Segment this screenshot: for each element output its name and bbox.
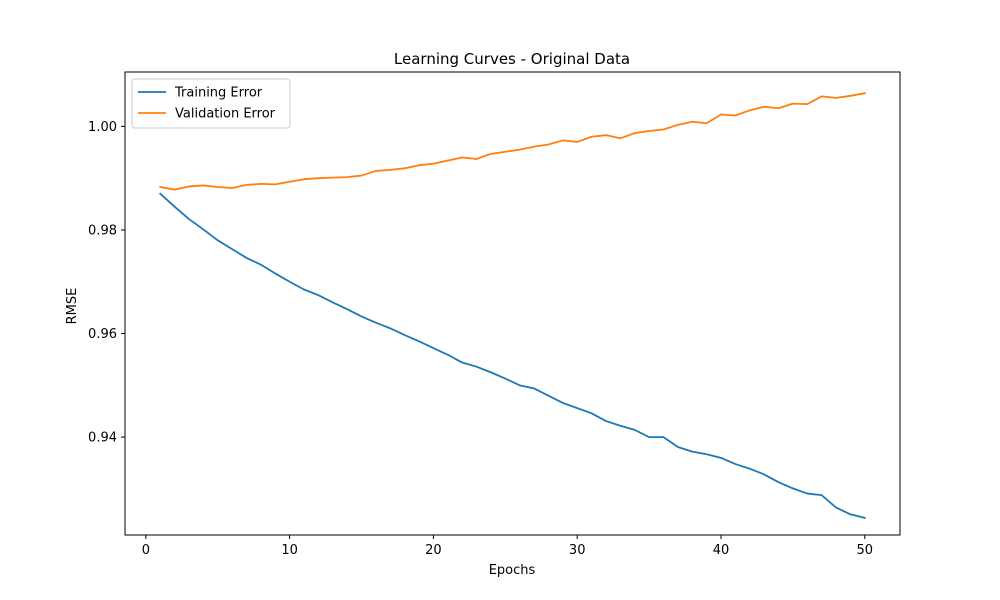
x-tick-label: 40 — [713, 543, 730, 558]
chart-title: Learning Curves - Original Data — [394, 50, 630, 68]
plot-area — [124, 71, 901, 536]
x-tick-label: 10 — [281, 543, 298, 558]
y-tick-label: 0.94 — [88, 431, 117, 446]
y-tick-label: 1.00 — [88, 120, 117, 135]
x-tick-label: 0 — [142, 543, 150, 558]
x-tick-label: 30 — [569, 543, 586, 558]
x-tick-label: 50 — [856, 543, 873, 558]
legend-label: Validation Error — [175, 107, 276, 122]
series-line-validation-error — [159, 92, 866, 191]
y-axis: 0.94 0.96 0.98 1.00 — [88, 120, 125, 446]
series-line-training-error — [158, 192, 866, 520]
legend-box — [131, 78, 291, 129]
y-tick-label: 0.98 — [88, 223, 117, 238]
x-tick-label: 20 — [425, 543, 442, 558]
series-layer — [158, 92, 866, 520]
legend: Training Error Validation Error — [131, 78, 291, 129]
y-tick-label: 0.96 — [88, 327, 117, 342]
x-axis: 0 10 20 30 40 50 — [142, 535, 873, 558]
plot-background — [125, 72, 900, 535]
y-axis-title: RMSE — [65, 288, 80, 325]
axes-frame — [124, 71, 901, 536]
x-axis-title: Epochs — [489, 563, 536, 578]
legend-label: Training Error — [174, 86, 263, 101]
